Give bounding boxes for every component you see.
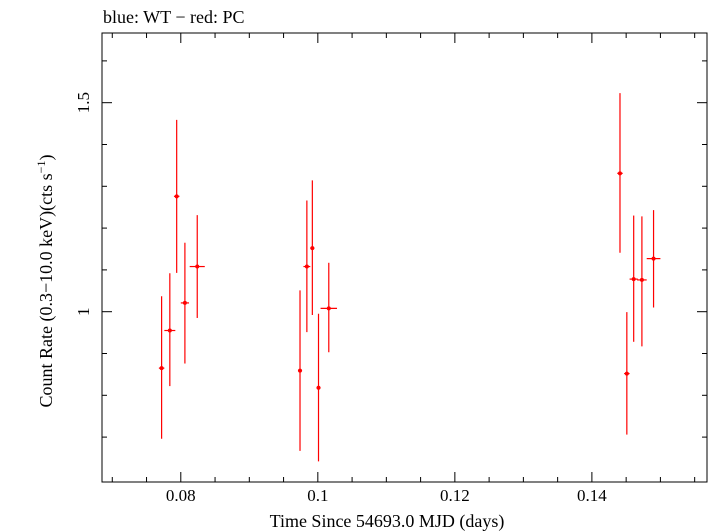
data-point <box>158 296 165 439</box>
point-marker <box>651 256 656 261</box>
data-point <box>617 93 623 253</box>
x-tick-label: 0.08 <box>166 486 196 505</box>
y-axis-label: Count Rate (0.3−10.0 keV)(cts s−1) <box>34 155 57 408</box>
point-marker <box>167 328 172 333</box>
data-point <box>173 119 180 273</box>
point-marker <box>326 306 331 311</box>
point-marker <box>316 385 321 390</box>
data-point <box>646 210 661 308</box>
data-point <box>320 262 338 353</box>
data-point <box>310 180 315 316</box>
y-axis-label-exponent: −1 <box>34 161 48 174</box>
x-tick-label: 0.1 <box>307 486 328 505</box>
y-axis-label-main: Count Rate (0.3−10.0 keV)(cts s <box>36 173 57 407</box>
chart-title: blue: WT − red: PC <box>103 7 244 27</box>
plot-frame <box>101 32 708 483</box>
x-axis-label: Time Since 54693.0 MJD (days) <box>270 511 505 532</box>
x-axis-ticks: 0.08 0.1 0.12 0.14 <box>111 33 696 505</box>
x-tick-label: 0.12 <box>440 486 470 505</box>
point-marker <box>310 246 315 251</box>
data-point <box>303 200 311 333</box>
data-point <box>316 313 321 462</box>
y-axis-ticks: 11.5 <box>74 60 707 438</box>
point-marker <box>624 371 629 376</box>
data-point <box>164 273 176 387</box>
plot-border <box>101 32 708 483</box>
data-point <box>189 215 205 318</box>
y-tick-label: 1 <box>74 307 93 316</box>
data-points <box>158 93 661 462</box>
point-marker <box>174 194 179 199</box>
y-tick-label: 1.5 <box>74 92 93 113</box>
point-marker <box>639 277 644 282</box>
point-marker <box>182 300 187 305</box>
point-marker <box>159 366 164 371</box>
point-marker <box>195 264 200 269</box>
data-point <box>629 215 638 342</box>
data-point <box>297 290 303 451</box>
point-marker <box>298 368 303 373</box>
point-marker <box>617 171 622 176</box>
x-tick-label: 0.14 <box>577 486 607 505</box>
data-point <box>637 216 647 347</box>
data-point <box>180 242 190 364</box>
point-marker <box>304 264 309 269</box>
y-axis-label-tail: ) <box>36 155 57 161</box>
point-marker <box>631 277 636 282</box>
data-point <box>624 312 630 435</box>
